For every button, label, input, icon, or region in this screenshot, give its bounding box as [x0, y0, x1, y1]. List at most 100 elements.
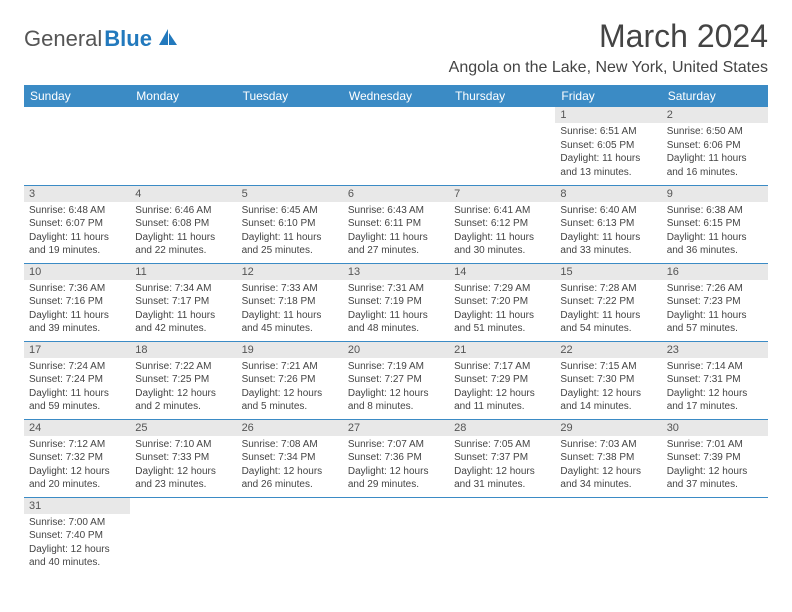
day-number: 27	[343, 420, 449, 436]
header: GeneralBlue March 2024 Angola on the Lak…	[24, 18, 768, 77]
location: Angola on the Lake, New York, United Sta…	[449, 59, 768, 77]
daylight-line: Daylight: 11 hours and 30 minutes.	[454, 231, 550, 258]
day-details: Sunrise: 7:21 AMSunset: 7:26 PMDaylight:…	[237, 358, 343, 418]
sunrise-line: Sunrise: 7:29 AM	[454, 282, 550, 296]
day-details: Sunrise: 7:10 AMSunset: 7:33 PMDaylight:…	[130, 436, 236, 496]
calendar-table: SundayMondayTuesdayWednesdayThursdayFrid…	[24, 85, 768, 575]
daylight-line: Daylight: 11 hours and 36 minutes.	[667, 231, 763, 258]
daylight-line: Daylight: 11 hours and 54 minutes.	[560, 309, 656, 336]
daylight-line: Daylight: 12 hours and 29 minutes.	[348, 465, 444, 492]
day-cell: 28Sunrise: 7:05 AMSunset: 7:37 PMDayligh…	[449, 419, 555, 497]
day-number: 2	[662, 107, 768, 123]
sunset-line: Sunset: 7:27 PM	[348, 373, 444, 387]
sunrise-line: Sunrise: 7:03 AM	[560, 438, 656, 452]
day-details: Sunrise: 6:41 AMSunset: 6:12 PMDaylight:…	[449, 202, 555, 262]
sunrise-line: Sunrise: 7:08 AM	[242, 438, 338, 452]
daylight-line: Daylight: 12 hours and 2 minutes.	[135, 387, 231, 414]
weekday-header: Friday	[555, 85, 661, 107]
sunrise-line: Sunrise: 6:40 AM	[560, 204, 656, 218]
sunset-line: Sunset: 7:39 PM	[667, 451, 763, 465]
day-cell: 22Sunrise: 7:15 AMSunset: 7:30 PMDayligh…	[555, 341, 661, 419]
brand-logo: GeneralBlue	[24, 26, 179, 52]
empty-cell	[24, 107, 130, 185]
week-row: 3Sunrise: 6:48 AMSunset: 6:07 PMDaylight…	[24, 185, 768, 263]
day-cell: 13Sunrise: 7:31 AMSunset: 7:19 PMDayligh…	[343, 263, 449, 341]
sunset-line: Sunset: 7:17 PM	[135, 295, 231, 309]
day-cell: 3Sunrise: 6:48 AMSunset: 6:07 PMDaylight…	[24, 185, 130, 263]
day-cell: 29Sunrise: 7:03 AMSunset: 7:38 PMDayligh…	[555, 419, 661, 497]
day-number: 15	[555, 264, 661, 280]
day-details: Sunrise: 7:19 AMSunset: 7:27 PMDaylight:…	[343, 358, 449, 418]
sunset-line: Sunset: 7:23 PM	[667, 295, 763, 309]
sunrise-line: Sunrise: 7:00 AM	[29, 516, 125, 530]
sunrise-line: Sunrise: 6:51 AM	[560, 125, 656, 139]
daylight-line: Daylight: 12 hours and 8 minutes.	[348, 387, 444, 414]
daylight-line: Daylight: 12 hours and 17 minutes.	[667, 387, 763, 414]
day-cell: 26Sunrise: 7:08 AMSunset: 7:34 PMDayligh…	[237, 419, 343, 497]
day-cell: 20Sunrise: 7:19 AMSunset: 7:27 PMDayligh…	[343, 341, 449, 419]
sunset-line: Sunset: 6:15 PM	[667, 217, 763, 231]
sunrise-line: Sunrise: 7:33 AM	[242, 282, 338, 296]
day-cell: 8Sunrise: 6:40 AMSunset: 6:13 PMDaylight…	[555, 185, 661, 263]
day-details: Sunrise: 7:36 AMSunset: 7:16 PMDaylight:…	[24, 280, 130, 340]
day-cell: 16Sunrise: 7:26 AMSunset: 7:23 PMDayligh…	[662, 263, 768, 341]
sunset-line: Sunset: 6:13 PM	[560, 217, 656, 231]
sunrise-line: Sunrise: 7:28 AM	[560, 282, 656, 296]
sunrise-line: Sunrise: 7:31 AM	[348, 282, 444, 296]
day-details: Sunrise: 6:45 AMSunset: 6:10 PMDaylight:…	[237, 202, 343, 262]
day-details: Sunrise: 7:08 AMSunset: 7:34 PMDaylight:…	[237, 436, 343, 496]
day-number: 12	[237, 264, 343, 280]
sunset-line: Sunset: 7:20 PM	[454, 295, 550, 309]
day-number: 17	[24, 342, 130, 358]
day-cell: 17Sunrise: 7:24 AMSunset: 7:24 PMDayligh…	[24, 341, 130, 419]
sunrise-line: Sunrise: 7:14 AM	[667, 360, 763, 374]
daylight-line: Daylight: 12 hours and 20 minutes.	[29, 465, 125, 492]
sunrise-line: Sunrise: 7:34 AM	[135, 282, 231, 296]
empty-cell	[449, 107, 555, 185]
day-number: 9	[662, 186, 768, 202]
empty-cell	[343, 107, 449, 185]
sunset-line: Sunset: 6:12 PM	[454, 217, 550, 231]
sunset-line: Sunset: 6:06 PM	[667, 139, 763, 153]
sunset-line: Sunset: 7:26 PM	[242, 373, 338, 387]
sunrise-line: Sunrise: 7:05 AM	[454, 438, 550, 452]
daylight-line: Daylight: 11 hours and 27 minutes.	[348, 231, 444, 258]
weekday-header: Thursday	[449, 85, 555, 107]
day-cell: 23Sunrise: 7:14 AMSunset: 7:31 PMDayligh…	[662, 341, 768, 419]
sunrise-line: Sunrise: 7:01 AM	[667, 438, 763, 452]
week-row: 24Sunrise: 7:12 AMSunset: 7:32 PMDayligh…	[24, 419, 768, 497]
day-details: Sunrise: 7:17 AMSunset: 7:29 PMDaylight:…	[449, 358, 555, 418]
day-number: 29	[555, 420, 661, 436]
day-details: Sunrise: 6:46 AMSunset: 6:08 PMDaylight:…	[130, 202, 236, 262]
day-details: Sunrise: 7:31 AMSunset: 7:19 PMDaylight:…	[343, 280, 449, 340]
calendar-body: 1Sunrise: 6:51 AMSunset: 6:05 PMDaylight…	[24, 107, 768, 575]
day-cell: 18Sunrise: 7:22 AMSunset: 7:25 PMDayligh…	[130, 341, 236, 419]
day-cell: 15Sunrise: 7:28 AMSunset: 7:22 PMDayligh…	[555, 263, 661, 341]
daylight-line: Daylight: 12 hours and 26 minutes.	[242, 465, 338, 492]
day-number: 14	[449, 264, 555, 280]
day-cell: 7Sunrise: 6:41 AMSunset: 6:12 PMDaylight…	[449, 185, 555, 263]
day-details: Sunrise: 7:00 AMSunset: 7:40 PMDaylight:…	[24, 514, 130, 574]
weekday-header: Saturday	[662, 85, 768, 107]
daylight-line: Daylight: 11 hours and 13 minutes.	[560, 152, 656, 179]
day-number: 30	[662, 420, 768, 436]
month-title: March 2024	[449, 18, 768, 55]
empty-cell	[662, 497, 768, 575]
daylight-line: Daylight: 12 hours and 34 minutes.	[560, 465, 656, 492]
sunset-line: Sunset: 6:08 PM	[135, 217, 231, 231]
day-details: Sunrise: 7:28 AMSunset: 7:22 PMDaylight:…	[555, 280, 661, 340]
daylight-line: Daylight: 11 hours and 59 minutes.	[29, 387, 125, 414]
day-details: Sunrise: 7:29 AMSunset: 7:20 PMDaylight:…	[449, 280, 555, 340]
daylight-line: Daylight: 11 hours and 51 minutes.	[454, 309, 550, 336]
day-details: Sunrise: 7:01 AMSunset: 7:39 PMDaylight:…	[662, 436, 768, 496]
sunrise-line: Sunrise: 6:50 AM	[667, 125, 763, 139]
daylight-line: Daylight: 12 hours and 23 minutes.	[135, 465, 231, 492]
day-number: 21	[449, 342, 555, 358]
weekday-header: Monday	[130, 85, 236, 107]
weekday-header: Tuesday	[237, 85, 343, 107]
sunset-line: Sunset: 7:40 PM	[29, 529, 125, 543]
daylight-line: Daylight: 12 hours and 31 minutes.	[454, 465, 550, 492]
day-cell: 5Sunrise: 6:45 AMSunset: 6:10 PMDaylight…	[237, 185, 343, 263]
daylight-line: Daylight: 12 hours and 11 minutes.	[454, 387, 550, 414]
sunset-line: Sunset: 7:29 PM	[454, 373, 550, 387]
